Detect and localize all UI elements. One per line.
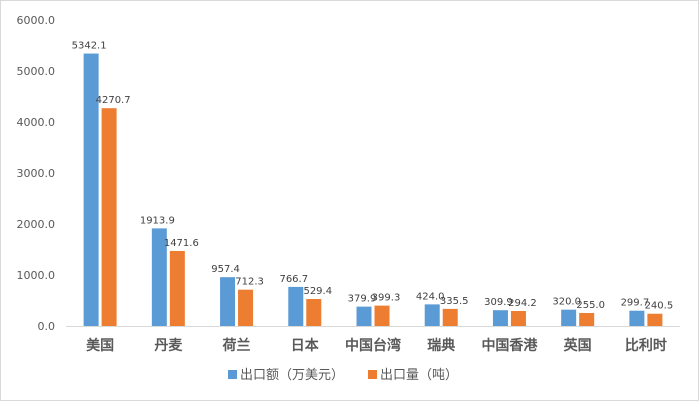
bar-export-volume xyxy=(101,108,117,326)
bar-export-value xyxy=(424,304,440,326)
bar-export-volume xyxy=(647,313,663,326)
data-label: 5342.1 xyxy=(72,41,107,52)
data-label: 4270.7 xyxy=(96,95,131,106)
bar-export-volume xyxy=(169,250,185,326)
bar-export-value xyxy=(83,53,99,327)
x-category-label: 比利时 xyxy=(625,337,667,354)
bar-export-value xyxy=(356,306,372,326)
bar-export-volume xyxy=(374,305,390,326)
data-label: 1913.9 xyxy=(140,215,175,226)
bar-export-volume xyxy=(442,308,458,326)
data-label: 294.2 xyxy=(508,298,537,309)
bar-export-value xyxy=(629,310,645,326)
data-label: 240.5 xyxy=(645,301,674,312)
legend-swatch xyxy=(228,370,237,379)
bar-export-value xyxy=(220,277,236,326)
y-tick-label: 5000.0 xyxy=(17,65,56,78)
data-label: 320.0 xyxy=(552,297,581,308)
y-tick-label: 1000.0 xyxy=(17,269,56,282)
data-label: 379.9 xyxy=(348,294,377,305)
legend-label: 出口额（万美元） xyxy=(240,368,344,383)
x-category-label: 英国 xyxy=(563,337,592,354)
bar-export-volume xyxy=(238,289,254,326)
x-category-label: 瑞典 xyxy=(427,337,455,354)
data-label: 309.9 xyxy=(484,297,513,308)
bar-export-value xyxy=(151,228,167,326)
data-label: 399.3 xyxy=(372,293,401,304)
data-label: 957.4 xyxy=(211,264,240,275)
bar-export-value xyxy=(288,286,304,326)
y-tick-label: 3000.0 xyxy=(17,167,56,180)
data-label: 255.0 xyxy=(576,300,605,311)
bar-export-volume xyxy=(306,299,322,326)
y-tick-label: 0.0 xyxy=(38,320,56,333)
data-label: 299.7 xyxy=(621,298,650,309)
data-label: 424.0 xyxy=(416,291,445,302)
legend-label: 出口量（吨） xyxy=(380,368,458,383)
data-label: 712.3 xyxy=(235,277,264,288)
data-label: 335.5 xyxy=(440,296,469,307)
bar-export-volume xyxy=(579,312,595,326)
x-category-label: 荷兰 xyxy=(222,337,251,354)
y-tick-label: 2000.0 xyxy=(17,218,56,231)
x-category-label: 中国台湾 xyxy=(345,337,401,354)
bar-export-volume xyxy=(510,310,526,326)
y-tick-label: 4000.0 xyxy=(17,116,56,129)
data-label: 529.4 xyxy=(303,286,332,297)
x-category-label: 美国 xyxy=(86,337,114,354)
data-label: 1471.6 xyxy=(164,238,199,249)
bar-export-value xyxy=(561,309,577,326)
x-category-label: 日本 xyxy=(291,337,320,354)
x-category-label: 中国香港 xyxy=(481,337,538,354)
data-label: 766.7 xyxy=(279,274,308,285)
x-category-label: 丹麦 xyxy=(154,337,183,354)
y-tick-label: 6000.0 xyxy=(17,14,56,27)
bar-export-value xyxy=(492,310,508,326)
legend-swatch xyxy=(368,370,377,379)
